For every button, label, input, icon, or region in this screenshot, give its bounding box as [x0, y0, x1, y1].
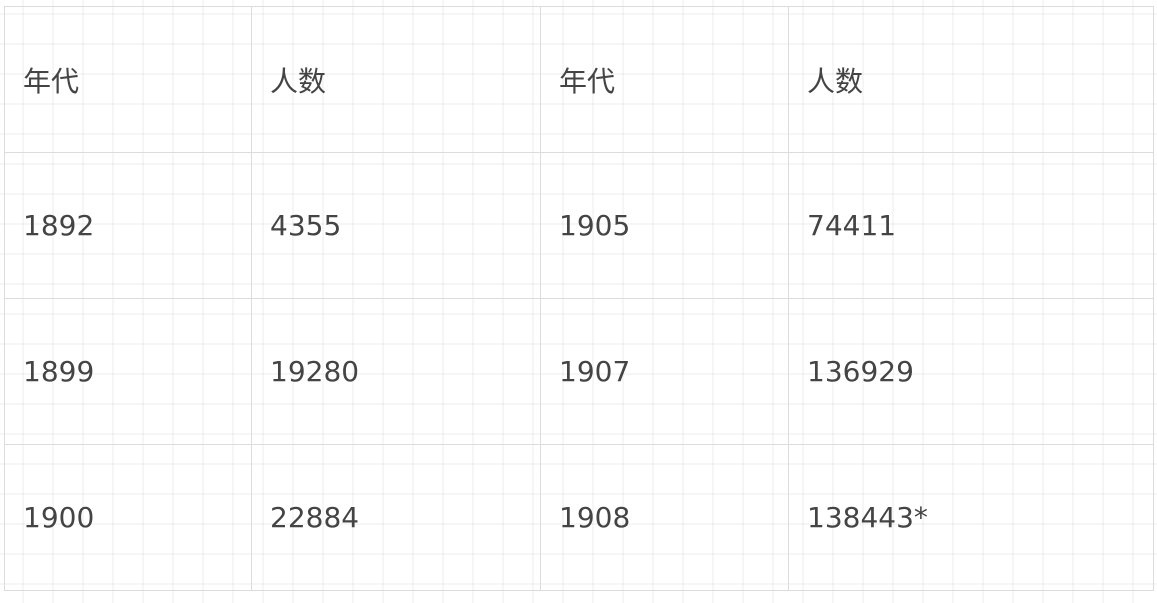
table-cell: 1908	[540, 444, 789, 591]
table-cell: 136929	[788, 298, 1154, 445]
data-table: 年代 人数 年代 人数 1892 4355 1905 74411 1899 19…	[4, 6, 1154, 591]
table-row: 1900 22884 1908 138443*	[4, 444, 1154, 591]
table-cell: 1892	[4, 152, 252, 299]
table-cell: 1900	[4, 444, 252, 591]
table-header-row: 年代 人数 年代 人数	[4, 6, 1154, 153]
table-cell: 19280	[251, 298, 541, 445]
table-row: 1892 4355 1905 74411	[4, 152, 1154, 299]
header-cell: 年代	[4, 6, 252, 153]
table-cell: 4355	[251, 152, 541, 299]
header-cell: 人数	[251, 6, 541, 153]
table-cell: 22884	[251, 444, 541, 591]
table-cell: 1905	[540, 152, 789, 299]
table-cell: 74411	[788, 152, 1154, 299]
table-cell: 1907	[540, 298, 789, 445]
table-row: 1899 19280 1907 136929	[4, 298, 1154, 445]
table-cell: 1899	[4, 298, 252, 445]
header-cell: 年代	[540, 6, 789, 153]
table-cell: 138443*	[788, 444, 1154, 591]
header-cell: 人数	[788, 6, 1154, 153]
